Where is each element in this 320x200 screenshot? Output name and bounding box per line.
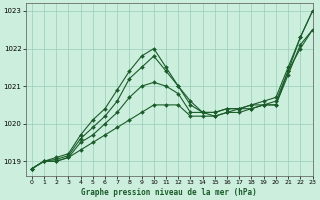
X-axis label: Graphe pression niveau de la mer (hPa): Graphe pression niveau de la mer (hPa) bbox=[81, 188, 257, 197]
